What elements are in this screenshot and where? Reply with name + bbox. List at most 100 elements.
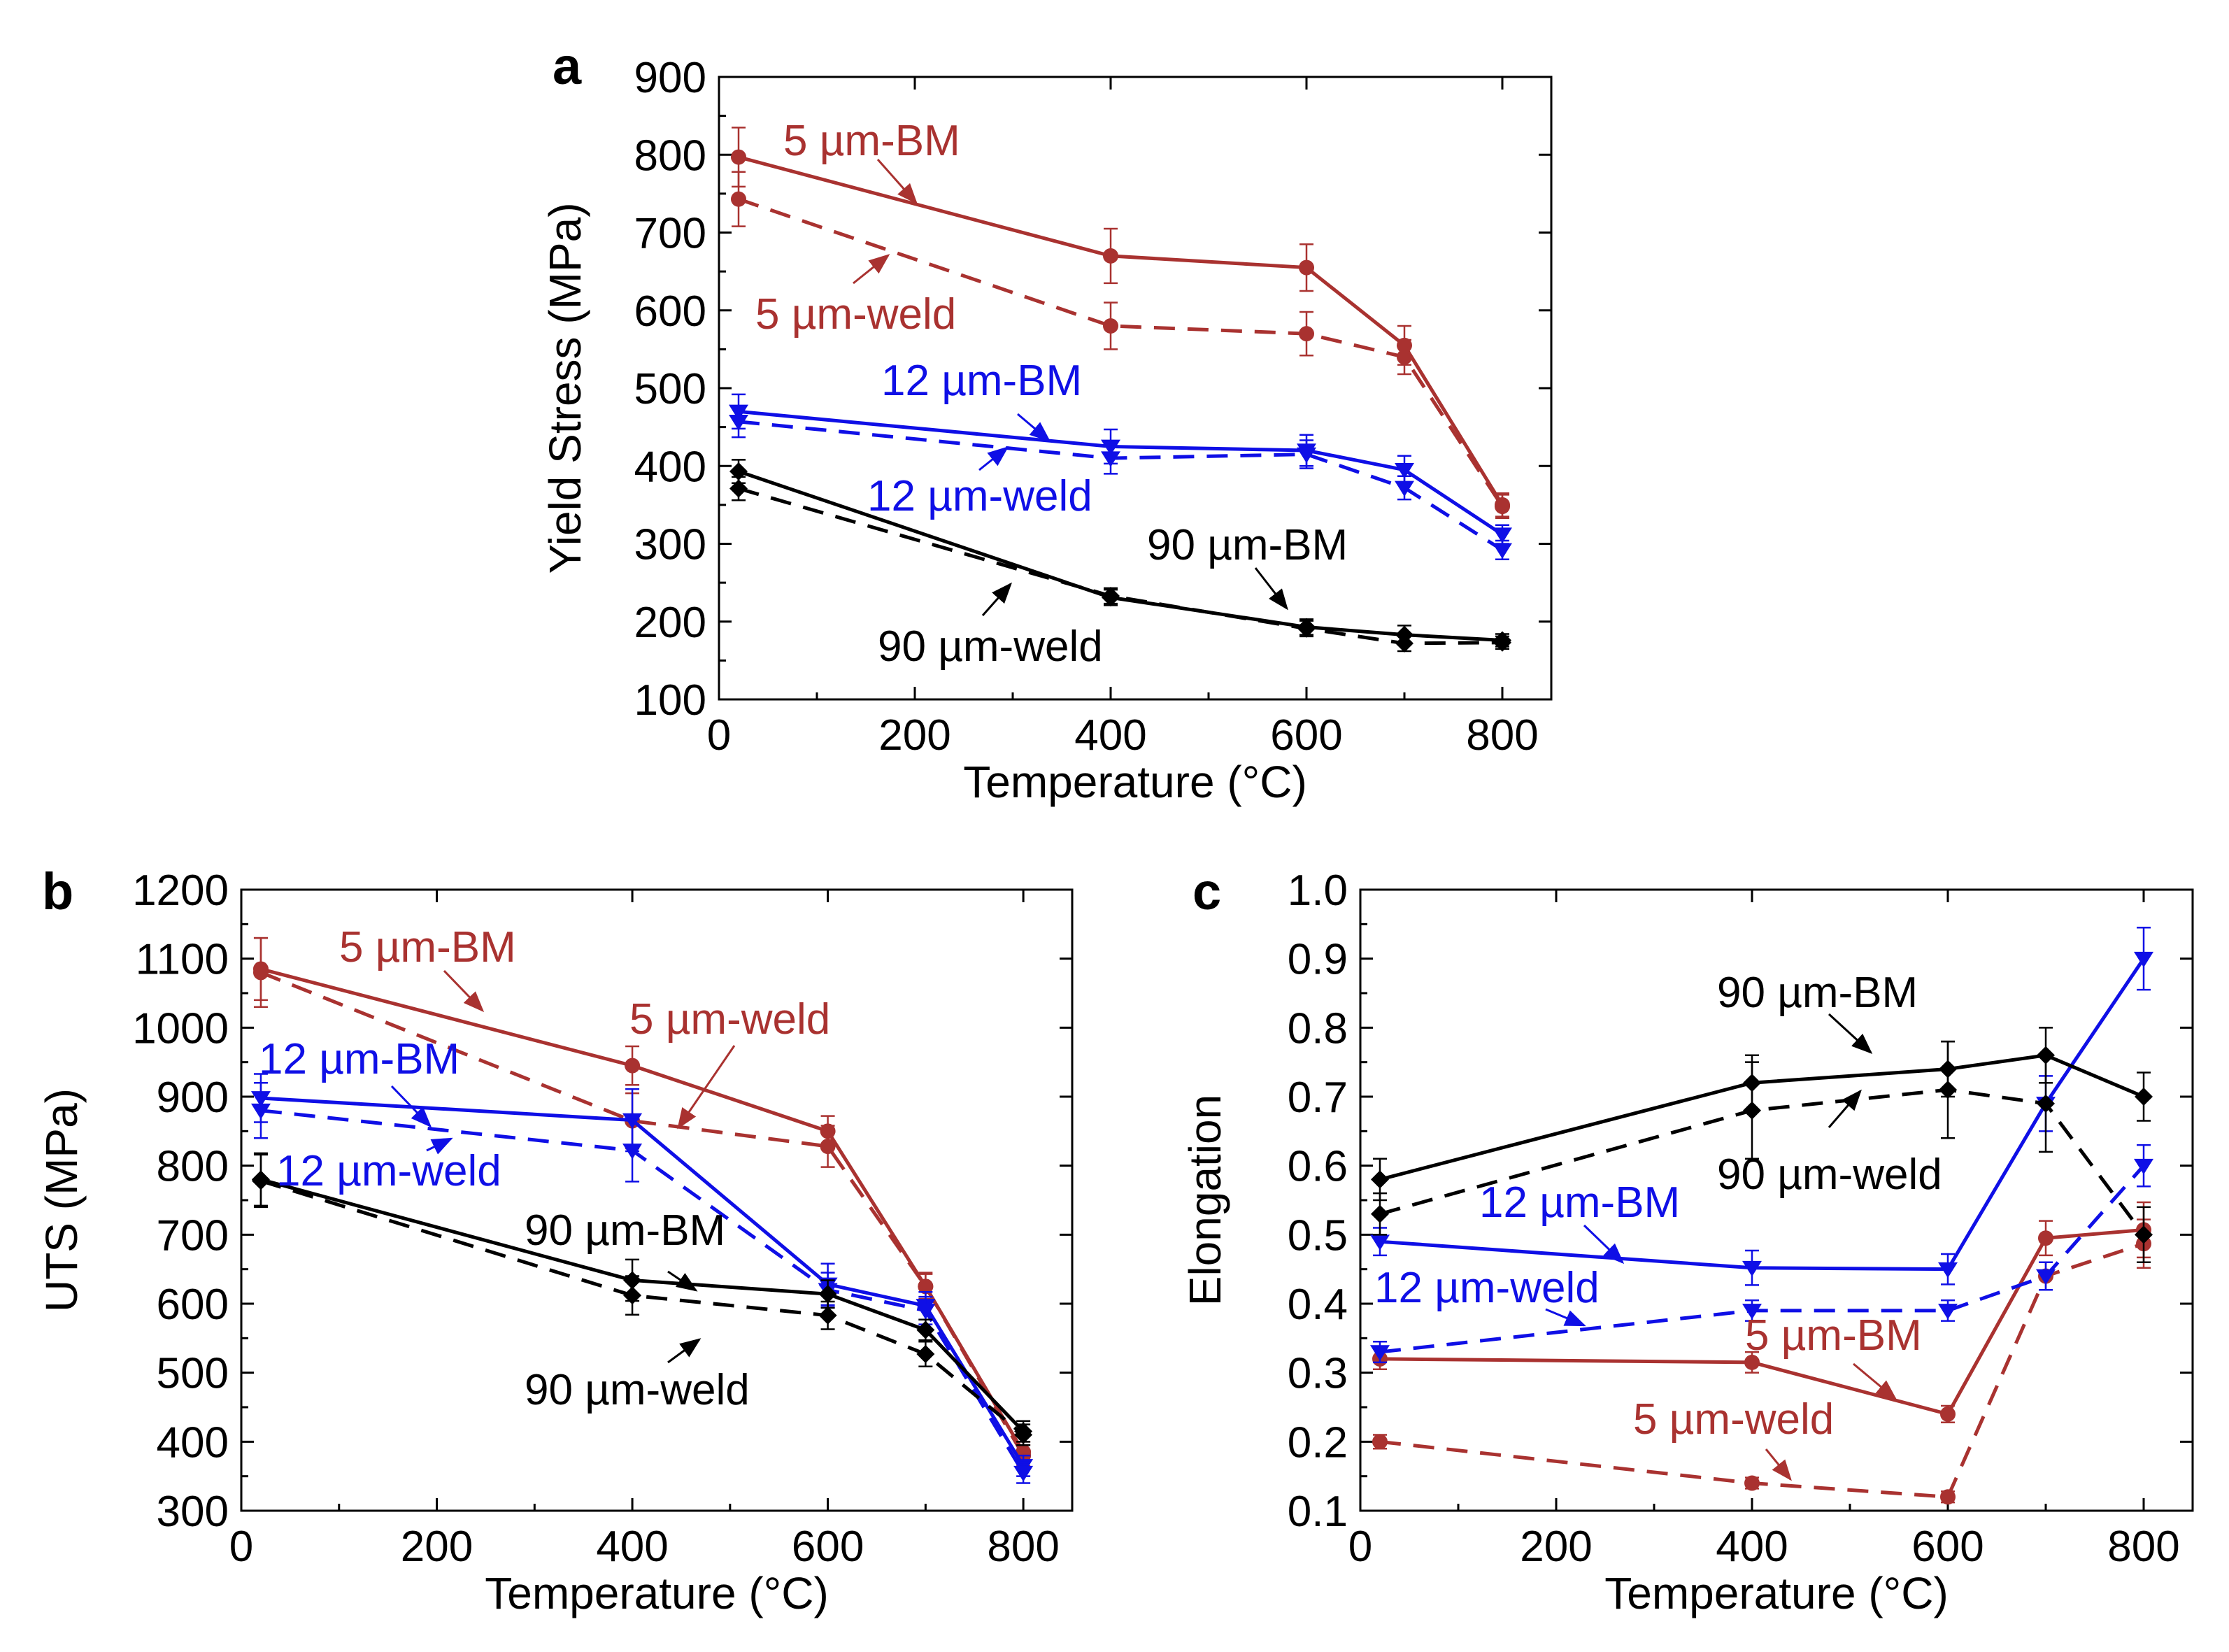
y-tick-label: 800: [157, 1143, 229, 1191]
annotation-arrow: [677, 1045, 736, 1130]
data-point: [1395, 463, 1414, 479]
data-point: [1371, 1204, 1389, 1223]
y-tick-label: 500: [634, 365, 706, 413]
x-tick-label: 400: [1074, 711, 1146, 760]
y-tick-label: 400: [634, 443, 706, 491]
data-point: [731, 191, 746, 207]
annotation-arrow: [1254, 567, 1288, 611]
y-tick-label: 400: [157, 1418, 229, 1467]
annotation-arrow: [1545, 1308, 1586, 1327]
data-point: [1939, 1081, 1957, 1099]
series-annotation: 5 µm-BM: [1745, 1311, 1922, 1360]
data-point: [1938, 1304, 1958, 1320]
y-tick-label: 1200: [132, 867, 229, 915]
x-tick-label: 200: [1520, 1523, 1592, 1571]
y-tick-label: 1.0: [1288, 867, 1348, 915]
y-tick-label: 100: [634, 676, 706, 725]
data-point: [1370, 1345, 1390, 1361]
series-annotation: 12 µm-BM: [1479, 1179, 1680, 1227]
series-12um-weld: [1370, 1144, 2153, 1364]
data-point: [2036, 1269, 2056, 1286]
y-axis-title: UTS (MPa): [36, 1088, 87, 1312]
data-point: [1299, 326, 1314, 342]
data-point: [251, 1172, 270, 1190]
data-point: [1493, 633, 1511, 652]
x-axis-title: Temperature (°C): [485, 1568, 829, 1618]
panel-letter: b: [42, 862, 73, 920]
panel-letter: a: [553, 37, 582, 95]
series-annotation: 90 µm-BM: [1717, 969, 1918, 1017]
y-tick-label: 900: [157, 1074, 229, 1122]
data-point: [1743, 1101, 1761, 1120]
y-tick-label: 700: [634, 210, 706, 258]
data-point: [1397, 349, 1412, 365]
annotation-arrow: [426, 1137, 453, 1155]
data-point: [625, 1058, 641, 1074]
data-point: [731, 149, 746, 165]
series-annotation: 5 µm-weld: [755, 290, 956, 339]
data-point: [2135, 1225, 2153, 1244]
data-point: [820, 1139, 836, 1155]
x-tick-label: 600: [1911, 1523, 1984, 1571]
y-tick-label: 0.7: [1288, 1074, 1348, 1122]
y-tick-label: 0.4: [1288, 1281, 1348, 1329]
y-tick-label: 0.5: [1288, 1211, 1348, 1260]
data-point: [1101, 451, 1120, 467]
x-tick-label: 0: [1348, 1523, 1372, 1571]
data-point: [2037, 1094, 2055, 1113]
x-tick-label: 400: [1716, 1523, 1788, 1571]
y-tick-label: 0.2: [1288, 1418, 1348, 1467]
data-point: [818, 1285, 837, 1304]
data-point: [1371, 1170, 1389, 1189]
series-annotation: 90 µm-weld: [1717, 1151, 1942, 1199]
data-point: [729, 462, 748, 481]
data-point: [623, 1286, 642, 1305]
series-annotation: 90 µm-weld: [525, 1366, 750, 1414]
y-tick-label: 0.6: [1288, 1143, 1348, 1191]
data-point: [1297, 619, 1316, 638]
data-point: [1742, 1260, 1762, 1277]
data-point: [1372, 1434, 1388, 1450]
data-point: [622, 1144, 643, 1160]
y-tick-label: 1000: [132, 1004, 229, 1053]
x-tick-label: 800: [2107, 1523, 2179, 1571]
data-point: [1102, 587, 1120, 606]
panel-c: 0 200 400 600 800 0.1 0.2 0.3 0.4 0.5 0.6 0.7 0.8 0.9…: [1180, 862, 2194, 1618]
data-point: [2135, 1088, 2153, 1106]
y-axis-title: Yield Stress (MPa): [540, 202, 590, 574]
data-point: [916, 1320, 935, 1339]
x-tick-label: 400: [596, 1523, 668, 1571]
data-point: [729, 479, 748, 498]
x-tick-label: 800: [1466, 711, 1538, 760]
series-annotation: 5 µm-weld: [1633, 1395, 1834, 1444]
y-tick-label: 0.1: [1288, 1488, 1348, 1536]
data-point: [1493, 527, 1512, 543]
data-point: [1938, 1262, 1958, 1279]
data-point: [1493, 543, 1512, 559]
y-tick-label: 0.9: [1288, 936, 1348, 984]
annotation-arrow: [853, 254, 890, 285]
data-point: [2038, 1230, 2053, 1246]
data-point: [1297, 447, 1316, 464]
data-point: [2134, 1158, 2153, 1175]
data-point: [1742, 1304, 1762, 1320]
series-annotation: 12 µm-BM: [881, 357, 1082, 405]
annotation-arrow: [390, 1085, 432, 1128]
annotation-arrow: [443, 969, 485, 1013]
data-point: [1299, 259, 1314, 276]
data-point: [918, 1279, 934, 1295]
series-90um-weld: [251, 1153, 1033, 1446]
y-tick-label: 600: [157, 1281, 229, 1329]
data-point: [1495, 499, 1510, 515]
series-90um-weld: [1371, 1040, 2153, 1264]
data-point: [1103, 318, 1118, 334]
y-tick-label: 900: [634, 54, 706, 102]
x-axis-title: Temperature (°C): [1604, 1568, 1949, 1618]
series-line: [1379, 1241, 2144, 1499]
data-point: [1395, 634, 1413, 653]
data-point: [729, 415, 748, 431]
series-annotation: 90 µm-BM: [1147, 521, 1348, 569]
series-annotation: 90 µm-weld: [878, 622, 1103, 671]
series-12um-weld: [729, 405, 1512, 560]
